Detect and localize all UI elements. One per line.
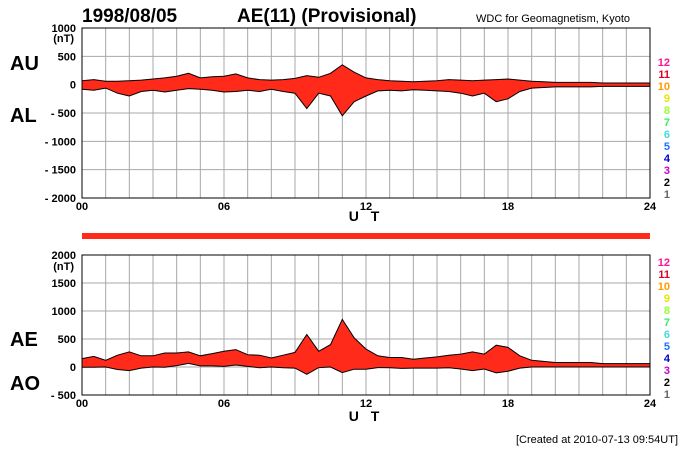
station-count-label: 2 [664,177,670,189]
plot-frame [81,27,651,199]
y-tick-label: - 1000 [45,136,76,148]
y-tick-label: - 2000 [45,193,76,205]
series-fill-area [82,64,650,116]
unit-label: (nT) [53,261,74,273]
ae-label: AE [10,329,38,351]
x-tick-label: 24 [644,398,657,410]
station-count-label: 9 [664,293,670,305]
au-label: AU [10,53,39,75]
x-tick-label: 18 [502,201,514,213]
station-count-label: 2 [664,377,670,389]
station-count-label: 11 [658,269,670,281]
x-tick-label: 12 [360,201,372,213]
plot-date: 1998/08/05 [82,6,178,27]
x-tick-label: 18 [502,398,514,410]
station-count-label: 7 [664,117,670,129]
station-count-label: 3 [664,165,670,177]
station-count-label: 12 [658,57,670,69]
station-count-label: 11 [658,69,670,81]
y-tick-label: 1000 [52,23,76,35]
x-tick-label: 00 [76,201,88,213]
station-count-label: 10 [658,81,670,93]
x-tick-label: 12 [360,398,372,410]
y-tick-label: 1000 [52,306,76,318]
station-count-label: 9 [664,93,670,105]
series-line-al [81,85,650,117]
station-count-label: 8 [664,305,670,317]
data-source: WDC for Geomagnetism, Kyoto [476,13,630,25]
station-count-label: 4 [664,353,671,365]
station-count-label: 5 [664,341,670,353]
y-tick-label: 1500 [52,278,76,290]
x-axis-label: U T [349,208,384,224]
x-tick-label: 06 [218,201,230,213]
x-tick-label: 00 [76,398,88,410]
al-label: AL [10,105,37,127]
station-count-label: 1 [664,389,670,401]
series-line-ae [81,318,650,365]
station-count-label: 4 [664,153,671,165]
created-timestamp: [Created at 2010-07-13 09:54UT] [516,434,678,446]
series-line-ao [82,362,650,375]
x-tick-label: 24 [644,201,657,213]
x-tick-label: 06 [218,398,230,410]
series-line-au [81,64,650,84]
station-count-label: 7 [664,317,670,329]
ao-label: AO [10,373,40,395]
station-count-label: 8 [664,105,670,117]
y-tick-label: 500 [58,334,76,346]
station-count-label: 6 [664,129,670,141]
station-count-label: 3 [664,365,670,377]
y-tick-label: - 500 [51,390,76,402]
y-tick-label: 0 [70,80,76,92]
station-count-label: 12 [658,257,670,269]
station-count-label: 10 [658,281,670,293]
y-tick-label: 2000 [52,250,76,262]
y-tick-label: - 1500 [45,165,76,177]
plot-title: AE(11) (Provisional) [237,6,417,27]
station-count-label: 1 [664,189,670,201]
plot-frame [81,254,651,396]
station-count-label: 5 [664,141,670,153]
separator-band [82,233,650,239]
series-fill-area [82,319,650,375]
y-tick-label: 500 [58,51,76,63]
station-count-label: 6 [664,329,670,341]
x-axis-label: U T [349,408,384,424]
unit-label: (nT) [53,33,74,45]
y-tick-label: - 500 [51,108,76,120]
y-tick-label: 0 [70,362,76,374]
